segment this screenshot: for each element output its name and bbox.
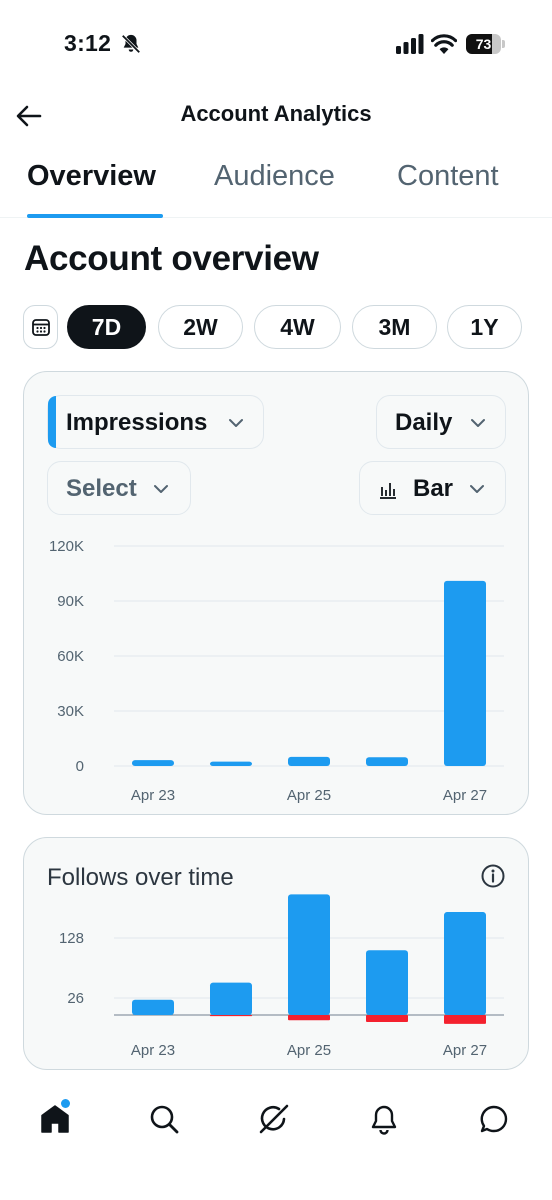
x-tick-label: Apr 27 bbox=[443, 1042, 487, 1059]
chart-type-label: Bar bbox=[413, 475, 454, 502]
active-tab-indicator bbox=[27, 214, 163, 218]
nav-search[interactable] bbox=[146, 1101, 182, 1137]
x-tick-label: Apr 27 bbox=[443, 787, 487, 804]
battery-icon: 73 bbox=[466, 34, 506, 54]
follows-bar[interactable] bbox=[366, 950, 408, 1015]
bottom-navigation bbox=[0, 1085, 552, 1155]
chevron-down-icon bbox=[229, 419, 243, 427]
nav-home[interactable] bbox=[37, 1099, 73, 1137]
tab-bar: Overview Audience Content bbox=[0, 150, 552, 218]
interval-dropdown-label: Daily bbox=[395, 409, 453, 436]
page-title: Account Analytics bbox=[180, 101, 372, 126]
tab-audience[interactable]: Audience bbox=[214, 160, 335, 192]
bell-slash-icon bbox=[121, 34, 141, 54]
unfollows-bar[interactable] bbox=[288, 1015, 330, 1021]
status-bar: 3:12 73 bbox=[0, 0, 552, 90]
unfollows-bar[interactable] bbox=[444, 1015, 486, 1024]
bar[interactable] bbox=[132, 760, 174, 766]
x-tick-label: Apr 25 bbox=[287, 787, 331, 804]
y-tick-label: 30K bbox=[57, 703, 84, 720]
battery-level: 73 bbox=[475, 36, 492, 52]
range-1y[interactable]: 1Y bbox=[447, 305, 522, 349]
chevron-down-icon bbox=[471, 419, 485, 427]
calendar-button[interactable] bbox=[23, 305, 58, 349]
metric-color-indicator bbox=[48, 396, 56, 448]
calendar-icon bbox=[31, 319, 50, 336]
follows-bar-chart: 26 128 Apr 23 Apr 25 Apr 27 bbox=[59, 894, 504, 1059]
follows-bar[interactable] bbox=[210, 982, 252, 1015]
y-tick-label: 128 bbox=[59, 930, 84, 947]
chevron-down-icon bbox=[470, 485, 484, 493]
nav-grok[interactable] bbox=[256, 1101, 292, 1137]
messages-icon bbox=[480, 1105, 508, 1133]
section-title: Account overview bbox=[24, 239, 319, 278]
x-tick-label: Apr 23 bbox=[131, 1042, 175, 1059]
follows-chart-title: Follows over time bbox=[47, 864, 234, 891]
y-tick-label: 120K bbox=[49, 538, 84, 555]
tab-content[interactable]: Content bbox=[397, 160, 499, 192]
compare-dropdown-placeholder: Select bbox=[66, 475, 137, 502]
status-time: 3:12 bbox=[64, 30, 112, 56]
y-tick-label: 26 bbox=[67, 990, 84, 1007]
bar[interactable] bbox=[366, 757, 408, 766]
unfollows-bar[interactable] bbox=[366, 1015, 408, 1023]
metric-dropdown[interactable]: Impressions bbox=[47, 395, 264, 449]
interval-dropdown[interactable]: Daily bbox=[376, 395, 506, 449]
unfollows-bar[interactable] bbox=[210, 1015, 252, 1017]
range-3m[interactable]: 3M bbox=[352, 305, 437, 349]
y-tick-label: 0 bbox=[76, 758, 84, 775]
info-icon[interactable] bbox=[480, 863, 506, 889]
wifi-icon bbox=[431, 34, 457, 54]
date-range-selector: 7D 2W 4W 3M 1Y bbox=[0, 305, 552, 351]
grok-icon bbox=[259, 1104, 289, 1134]
bar[interactable] bbox=[444, 580, 486, 766]
follows-chart-card: Follows over time 26 128 Apr 23 Apr 25 Apr 2… bbox=[23, 837, 529, 1070]
x-tick-label: Apr 25 bbox=[287, 1042, 331, 1059]
bar[interactable] bbox=[210, 761, 252, 766]
tab-overview[interactable]: Overview bbox=[27, 160, 156, 192]
y-tick-label: 60K bbox=[57, 648, 84, 665]
compare-dropdown[interactable]: Select bbox=[47, 461, 191, 515]
bar-chart-icon bbox=[380, 483, 396, 499]
arrow-left-icon bbox=[16, 105, 42, 127]
range-4w[interactable]: 4W bbox=[254, 305, 341, 349]
y-tick-label: 90K bbox=[57, 593, 84, 610]
range-7d[interactable]: 7D bbox=[67, 305, 146, 349]
nav-notifications[interactable] bbox=[366, 1101, 402, 1137]
cellular-signal-icon bbox=[396, 34, 424, 54]
home-icon bbox=[41, 1105, 69, 1133]
back-button[interactable] bbox=[14, 101, 44, 131]
x-tick-label: Apr 23 bbox=[131, 787, 175, 804]
notifications-icon bbox=[371, 1105, 397, 1135]
search-icon bbox=[150, 1105, 179, 1134]
impressions-chart-card: Impressions Daily Select Bar 0 30K 60K 90K 1… bbox=[23, 371, 529, 815]
follows-bar[interactable] bbox=[444, 912, 486, 1015]
metric-dropdown-label: Impressions bbox=[66, 409, 208, 436]
follows-bar[interactable] bbox=[132, 999, 174, 1015]
chevron-down-icon bbox=[154, 485, 168, 493]
follows-bar[interactable] bbox=[288, 894, 330, 1015]
bar[interactable] bbox=[288, 756, 330, 766]
range-2w[interactable]: 2W bbox=[158, 305, 243, 349]
nav-messages[interactable] bbox=[476, 1101, 512, 1137]
impressions-bar-chart: 0 30K 60K 90K 120K Apr 23 Apr 25 Apr 27 bbox=[49, 538, 504, 804]
chart-type-dropdown[interactable]: Bar bbox=[359, 461, 506, 515]
notification-dot bbox=[61, 1099, 70, 1108]
